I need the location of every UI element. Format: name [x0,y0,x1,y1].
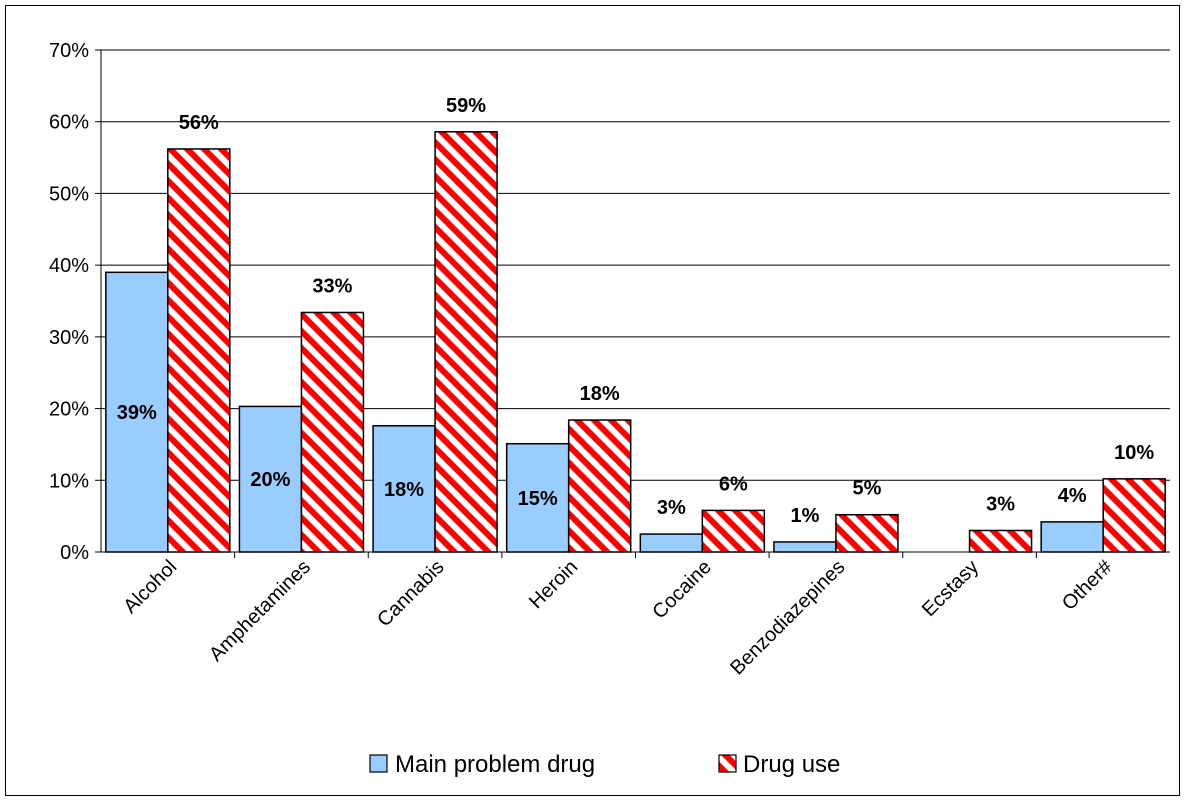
legend-label-drug-use: Drug use [743,751,840,778]
legend: Main problem drug Drug use [369,751,840,778]
y-tick-label: 40% [49,255,89,277]
x-category-label: Cocaine [648,556,715,623]
legend-swatch-main-problem-drug [369,754,388,773]
bar-main-problem-drug [639,533,704,553]
bar-drug-use [167,148,231,553]
x-category-label: Benzodiazepines [726,556,849,679]
bar-drug-use [300,311,365,553]
data-label-drug-use: 56% [179,112,219,134]
y-tick-label: 0% [60,542,89,564]
data-label-main-problem-drug: 15% [518,488,558,510]
x-category-label: Alcohol [119,556,181,618]
bar-drug-use [968,529,1033,553]
bar-main-problem-drug [1040,521,1104,553]
bars [105,131,1166,553]
x-category-label: Other# [1058,555,1117,614]
data-label-drug-use: 59% [446,95,486,117]
y-tick-label: 60% [49,112,89,134]
legend-label-main-problem-drug: Main problem drug [395,751,595,778]
data-label-drug-use: 10% [1114,442,1154,464]
bar-drug-use [567,419,632,553]
data-labels: 39% 56% 20% 33% 18% 59% 15% 18% 3% 6% 1% 5% 3% 4% 10% [117,95,1155,527]
bar-main-problem-drug [238,405,303,553]
y-tick-label: 10% [49,470,89,492]
bar-drug-use [701,509,766,553]
data-label-drug-use: 5% [852,478,881,500]
legend-swatch-drug-use [718,754,737,773]
bar-drug-use [1102,478,1166,553]
bar-drug-use [434,131,498,553]
data-label-main-problem-drug: 20% [250,469,290,491]
bar-main-problem-drug [372,425,436,553]
x-category-label: Heroin [525,556,582,613]
data-label-drug-use: 6% [719,473,748,495]
y-tick-label: 30% [49,327,89,349]
data-label-main-problem-drug: 18% [384,479,424,501]
data-label-main-problem-drug: 3% [657,497,686,519]
data-label-main-problem-drug: 1% [790,505,819,527]
bar-main-problem-drug [105,271,169,553]
bar-main-problem-drug [773,541,837,553]
bar-drug-use [835,513,899,553]
data-label-drug-use: 3% [986,493,1015,515]
data-label-main-problem-drug: 39% [117,402,157,424]
y-tick-label: 70% [49,40,89,62]
y-tick-label: 20% [49,399,89,421]
x-category-label: Cannabis [373,556,448,631]
y-tick-label: 50% [49,183,89,205]
data-label-main-problem-drug: 4% [1058,485,1087,507]
x-category-label: Amphetamines [205,556,315,666]
data-label-drug-use: 18% [580,383,620,405]
x-category-label: Ecstasy [918,556,983,621]
data-label-drug-use: 33% [312,275,352,297]
